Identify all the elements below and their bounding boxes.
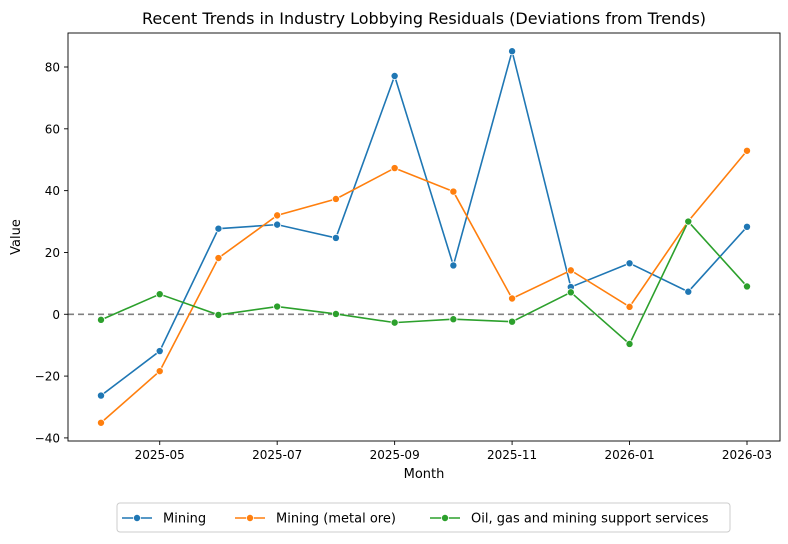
x-tick-label: 2025-07 bbox=[252, 448, 302, 462]
chart-title: Recent Trends in Industry Lobbying Resid… bbox=[142, 9, 706, 28]
y-tick-label: −20 bbox=[35, 370, 60, 384]
legend-marker-series-3 bbox=[440, 514, 449, 523]
series-line-2 bbox=[100, 150, 748, 424]
data-point-series-3 bbox=[508, 317, 517, 326]
data-point-series-2 bbox=[155, 367, 164, 376]
data-point-series-2 bbox=[566, 266, 575, 275]
legend-label-series-1: Mining bbox=[163, 512, 206, 527]
data-point-series-3 bbox=[214, 310, 223, 319]
y-tick-label: 40 bbox=[45, 184, 60, 198]
plot-area: −40 −20 0 20 40 60 80 2025-05 2025-07 2025-09 2025… bbox=[35, 47, 780, 462]
y-axis-label: Value bbox=[9, 219, 24, 255]
data-point-series-3 bbox=[743, 282, 752, 291]
data-point-series-2 bbox=[97, 418, 106, 427]
y-tick-label: 0 bbox=[52, 308, 60, 322]
data-point-series-3 bbox=[331, 309, 340, 318]
data-point-series-2 bbox=[508, 294, 517, 303]
legend-marker-series-2 bbox=[245, 514, 254, 523]
data-point-series-3 bbox=[449, 315, 458, 324]
data-point-series-1 bbox=[214, 224, 223, 233]
x-tick-label: 2025-09 bbox=[370, 448, 420, 462]
legend-marker-series-1 bbox=[132, 514, 141, 523]
data-point-series-1 bbox=[508, 47, 517, 56]
data-point-series-1 bbox=[331, 233, 340, 242]
data-point-series-1 bbox=[625, 259, 634, 268]
legend: Mining Mining (metal ore) Oil, gas and min… bbox=[116, 502, 731, 533]
data-point-series-3 bbox=[390, 318, 399, 327]
data-point-series-2 bbox=[331, 194, 340, 203]
y-tick-label: 20 bbox=[45, 246, 60, 260]
data-point-series-1 bbox=[684, 287, 693, 296]
data-point-series-3 bbox=[684, 217, 693, 226]
data-point-series-1 bbox=[273, 220, 282, 229]
data-point-series-3 bbox=[566, 288, 575, 297]
data-point-series-1 bbox=[743, 222, 752, 231]
legend-frame bbox=[116, 502, 731, 533]
data-point-series-2 bbox=[449, 187, 458, 196]
x-tick-label: 2025-05 bbox=[135, 448, 185, 462]
data-point-series-1 bbox=[449, 261, 458, 270]
data-point-series-2 bbox=[743, 146, 752, 155]
x-tick-label: 2026-03 bbox=[722, 448, 772, 462]
legend-label-series-3: Oil, gas and mining support services bbox=[471, 512, 709, 527]
data-point-series-3 bbox=[273, 302, 282, 311]
series-line-3 bbox=[100, 220, 748, 346]
x-tick-label: 2026-01 bbox=[604, 448, 654, 462]
series-line-1 bbox=[100, 48, 748, 397]
x-axis-label: Month bbox=[404, 467, 445, 482]
data-point-series-2 bbox=[214, 254, 223, 263]
y-tick-label: 60 bbox=[45, 122, 60, 136]
y-tick-label: 80 bbox=[45, 61, 60, 75]
data-point-series-1 bbox=[97, 391, 106, 400]
plot-frame bbox=[67, 32, 781, 442]
legend-label-series-2: Mining (metal ore) bbox=[276, 512, 396, 527]
data-point-series-1 bbox=[390, 71, 399, 80]
data-point-series-1 bbox=[155, 347, 164, 356]
x-tick-label: 2025-11 bbox=[487, 448, 537, 462]
data-point-series-3 bbox=[97, 315, 106, 324]
data-point-series-2 bbox=[390, 164, 399, 173]
data-point-series-3 bbox=[155, 290, 164, 299]
data-point-series-2 bbox=[625, 302, 634, 311]
data-point-series-2 bbox=[273, 211, 282, 220]
data-point-series-3 bbox=[625, 339, 634, 348]
y-tick-label: −40 bbox=[35, 431, 60, 445]
